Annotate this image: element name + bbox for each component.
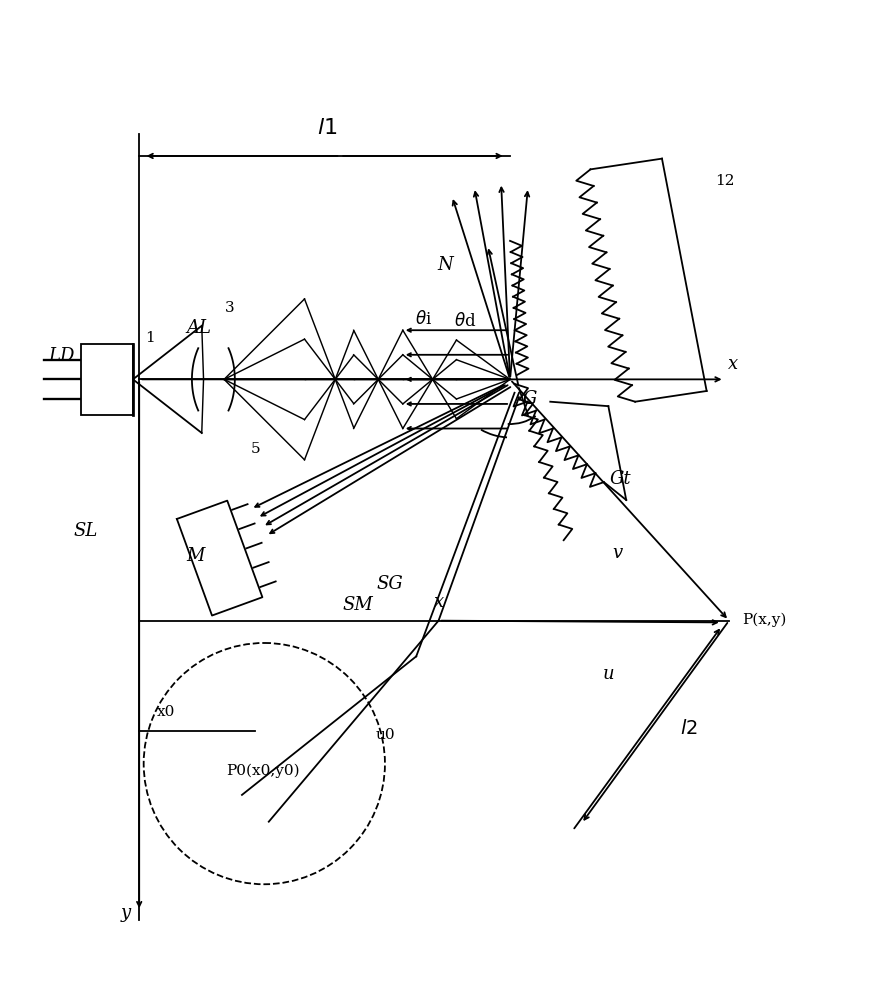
Text: $\theta$i: $\theta$i	[415, 310, 432, 328]
Text: 3: 3	[224, 301, 234, 315]
Text: x0: x0	[157, 705, 175, 719]
Text: x: x	[728, 355, 738, 373]
Text: 1: 1	[145, 331, 155, 345]
Text: LD: LD	[48, 347, 74, 365]
Text: G: G	[522, 390, 536, 408]
Text: u: u	[602, 665, 613, 683]
Text: P(x,y): P(x,y)	[742, 613, 786, 627]
Polygon shape	[177, 501, 262, 616]
Text: SG: SG	[375, 575, 402, 593]
Text: M: M	[186, 547, 205, 565]
Text: SL: SL	[73, 522, 97, 540]
Text: $l2$: $l2$	[679, 719, 697, 738]
Text: 12: 12	[714, 174, 733, 188]
Text: Gt: Gt	[609, 470, 630, 488]
Text: AL: AL	[186, 319, 211, 337]
Text: N: N	[436, 256, 452, 274]
Text: x: x	[433, 593, 443, 611]
Text: $\theta$d: $\theta$d	[453, 312, 476, 330]
Bar	[81, 344, 133, 415]
Text: P0(x0,y0): P0(x0,y0)	[225, 764, 299, 778]
Text: 5: 5	[250, 442, 260, 456]
Text: $l1$: $l1$	[316, 117, 337, 139]
Text: u0: u0	[375, 728, 394, 742]
Text: y: y	[121, 904, 131, 922]
Text: v: v	[611, 544, 621, 562]
Text: SM: SM	[342, 596, 373, 614]
